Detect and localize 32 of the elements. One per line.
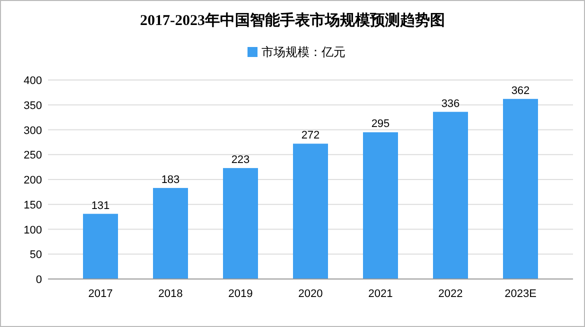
bar (83, 214, 118, 279)
x-tick-label: 2021 (368, 288, 393, 300)
data-label: 336 (441, 98, 460, 110)
bar (153, 188, 188, 279)
x-tick-label: 2019 (228, 288, 253, 300)
y-tick-label: 200 (24, 174, 42, 186)
x-tick-label: 2022 (438, 288, 463, 300)
y-tick-label: 300 (24, 124, 42, 137)
y-tick-label: 250 (24, 150, 42, 162)
bar (223, 168, 258, 279)
y-tick-label: 400 (24, 75, 42, 87)
x-tick-label: 2023E (504, 288, 536, 300)
y-tick-label: 150 (24, 199, 42, 212)
data-label: 362 (511, 84, 530, 97)
legend-label: 市场规模：亿元 (262, 45, 346, 59)
y-tick-label: 0 (36, 274, 42, 286)
data-label: 295 (371, 118, 390, 130)
data-label: 131 (91, 200, 110, 212)
bar (293, 144, 328, 279)
y-tick-label: 100 (24, 224, 42, 236)
bar (363, 132, 398, 279)
x-tick-label: 2020 (298, 288, 323, 300)
bar (433, 112, 468, 279)
x-tick-label: 2018 (158, 288, 183, 300)
y-tick-label: 350 (24, 100, 42, 112)
y-tick-label: 50 (30, 249, 42, 262)
chart-title: 2017-2023年中国智能手表市场规模预测趋势图 (140, 11, 445, 29)
data-label: 272 (301, 130, 320, 142)
x-tick-label: 2017 (88, 288, 113, 300)
data-label: 223 (231, 154, 250, 166)
data-label: 183 (161, 174, 180, 186)
bar (503, 98, 538, 279)
